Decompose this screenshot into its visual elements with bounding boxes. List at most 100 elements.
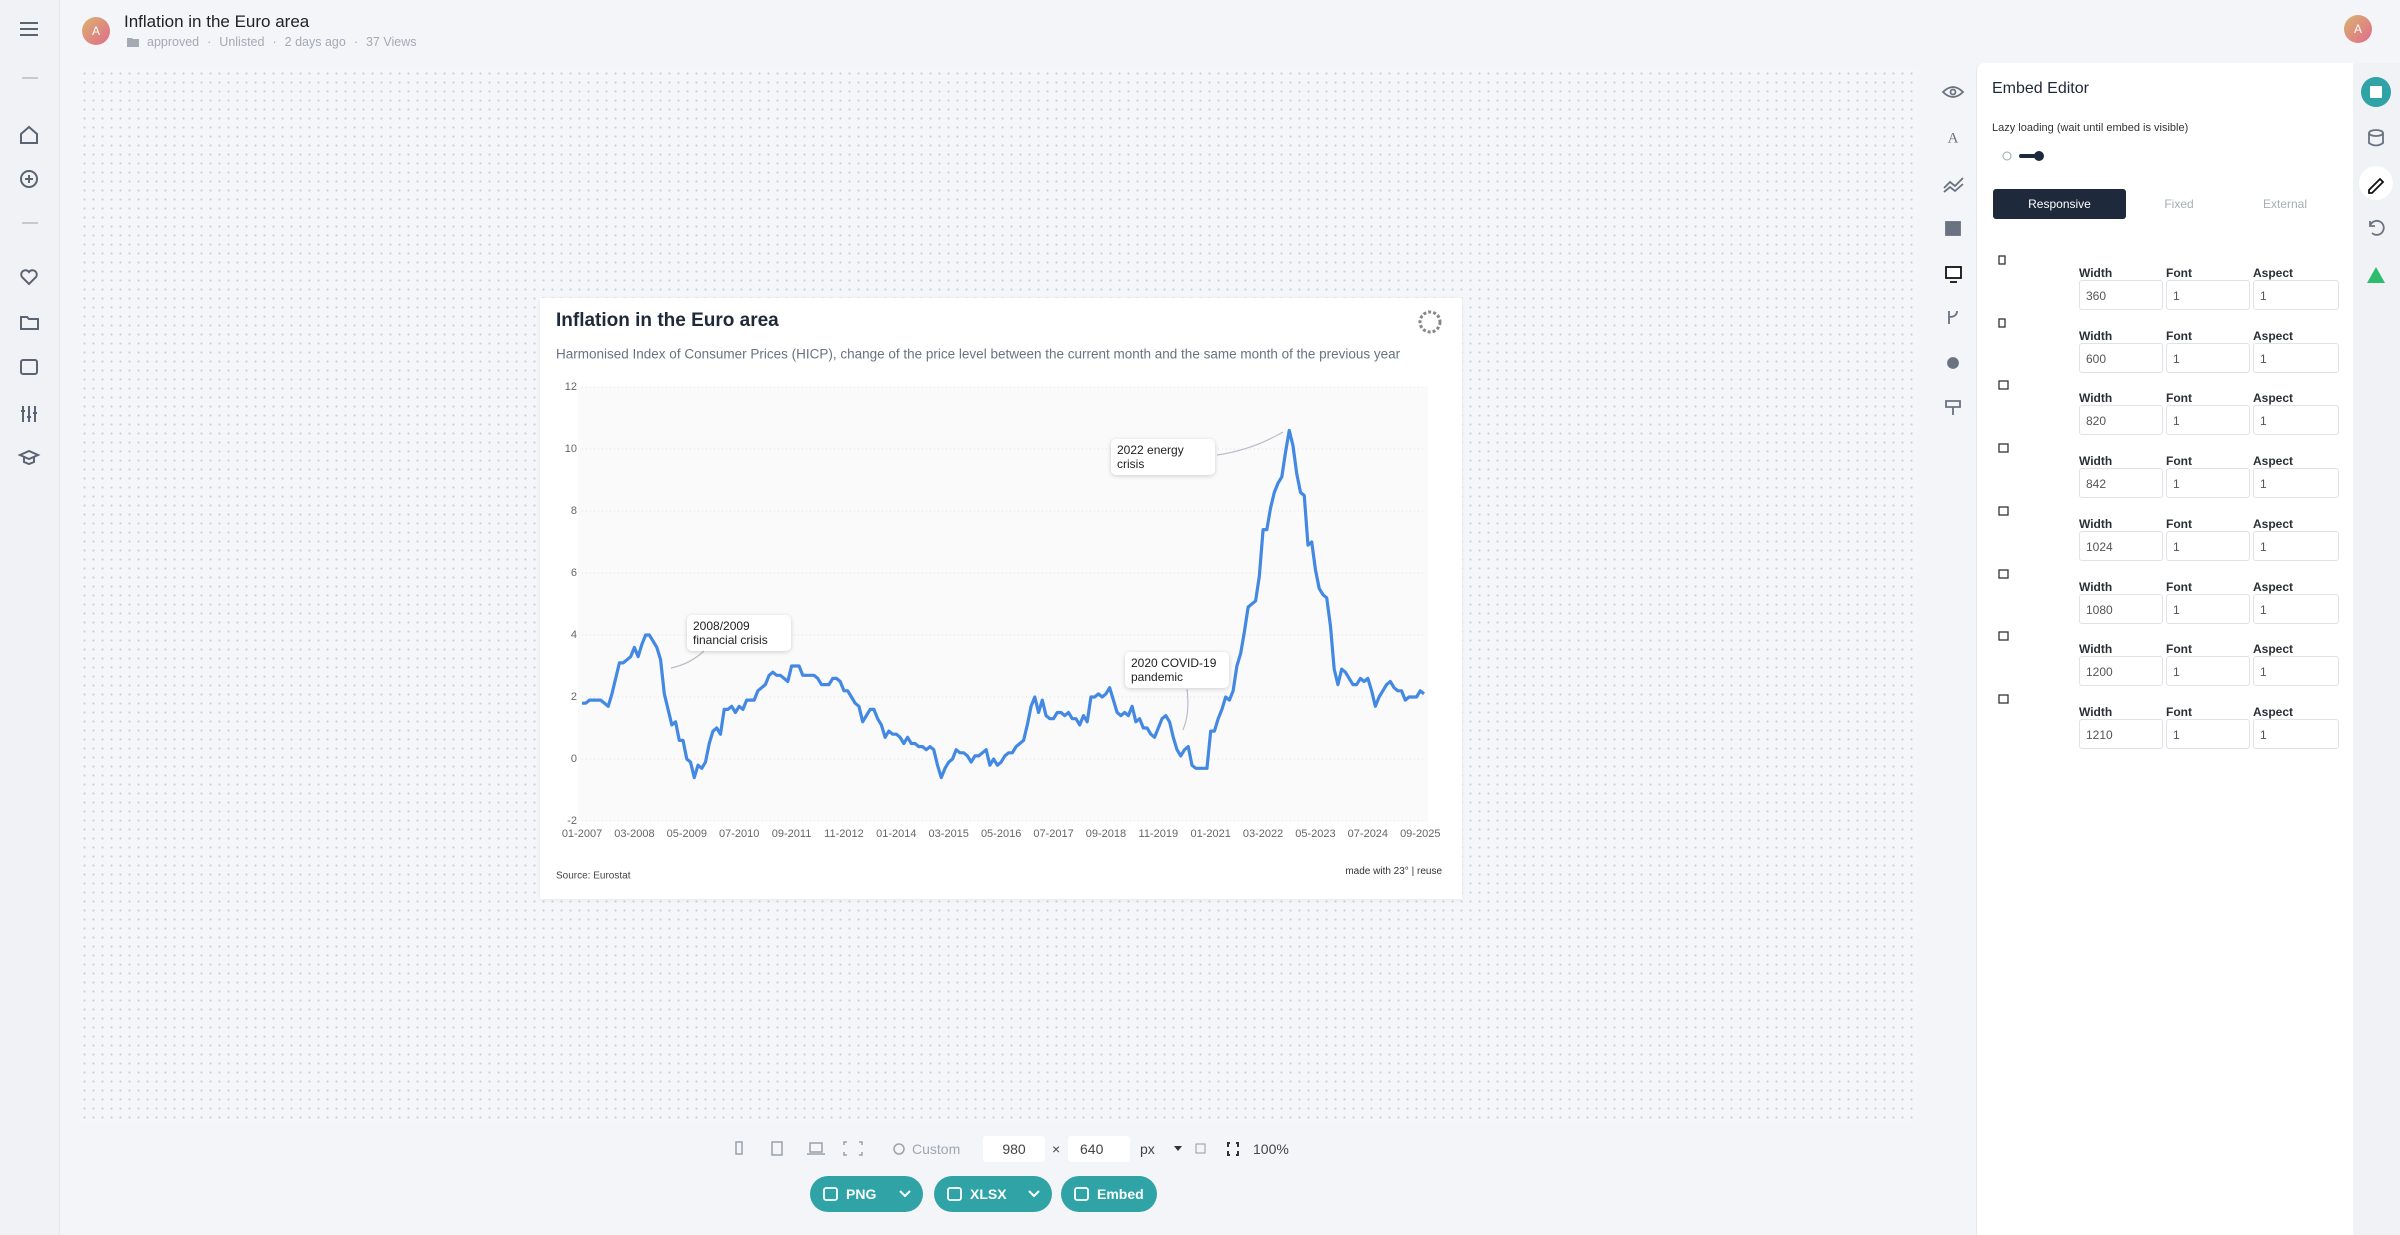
home-icon[interactable]: [20, 125, 38, 144]
breakpoint-input[interactable]: 1: [2253, 405, 2339, 436]
undo-icon[interactable]: [2369, 219, 2385, 236]
table-icon[interactable]: [1945, 221, 1961, 236]
folder-icon[interactable]: [20, 316, 39, 330]
breakpoint-input[interactable]: 1: [2166, 342, 2250, 373]
reuse-link[interactable]: reuse: [1417, 866, 1442, 877]
new-icon[interactable]: [20, 170, 38, 188]
breakpoint-input[interactable]: 1: [2166, 468, 2250, 499]
button-icon: [947, 1187, 962, 1201]
favorites-icon[interactable]: [20, 269, 38, 286]
lazy-toggle[interactable]: [1999, 146, 2049, 166]
breakpoint-input[interactable]: 1: [2166, 405, 2250, 436]
unit-caret[interactable]: [1174, 1146, 1182, 1151]
export-button[interactable]: XLSX: [934, 1176, 1052, 1212]
plot-area: [578, 387, 1428, 821]
device-icons: [735, 1141, 905, 1156]
views: 37 Views: [365, 35, 417, 49]
breakpoint-input[interactable]: 1: [2253, 468, 2339, 499]
annotation-arrow: [1182, 688, 1189, 731]
times: ×: [1052, 1141, 1061, 1157]
learn-icon[interactable]: [17, 449, 41, 466]
mobile[interactable]: [735, 1141, 743, 1155]
breakpoint-input[interactable]: 1080: [2079, 593, 2163, 624]
x-tick-label: 01-2007: [562, 828, 602, 840]
x-tick-label: 07-2010: [719, 828, 759, 840]
breakpoint-input[interactable]: 1: [2253, 280, 2339, 310]
zoom[interactable]: 100%: [1253, 1141, 1289, 1157]
breakpoint-input[interactable]: 820: [2079, 405, 2163, 436]
breakpoint-input[interactable]: 1: [2166, 593, 2250, 624]
breakpoint-input[interactable]: 1: [2166, 656, 2250, 687]
embed-icon[interactable]: [1945, 266, 1962, 279]
breakpoint-input[interactable]: 1: [2253, 530, 2339, 561]
publish-icon[interactable]: [2367, 267, 2385, 283]
tabs: Responsive Fixed External: [1993, 189, 2338, 219]
chart-subtitle: Harmonised Index of Consumer Prices (HIC…: [556, 347, 1401, 362]
chart-title: Inflation in the Euro area: [556, 310, 779, 331]
breakpoint-input[interactable]: 1: [2166, 718, 2250, 749]
breakpoint-input[interactable]: 1: [2166, 280, 2250, 310]
chart: Inflation in the Euro area Harmonised In…: [556, 310, 1442, 882]
breakpoint-input[interactable]: 1: [2253, 718, 2339, 749]
tab[interactable]: External: [2262, 197, 2308, 211]
breakpoint-input[interactable]: 1: [2253, 593, 2339, 624]
branch-icon[interactable]: [1948, 310, 1958, 324]
preset[interactable]: Custom: [912, 1141, 961, 1157]
width-input[interactable]: 980: [983, 1136, 1045, 1162]
icon-shape: [947, 1187, 962, 1201]
button-icon: [823, 1187, 838, 1201]
breakpoint-input[interactable]: 1: [2166, 530, 2250, 561]
y-tick-label: 4: [571, 629, 577, 641]
button-icon: [1074, 1187, 1089, 1201]
data-icon[interactable]: [2368, 129, 2384, 137]
avatar[interactable]: A: [82, 17, 110, 45]
tab[interactable]: Responsive: [1993, 189, 2126, 219]
dropdown-caret[interactable]: [899, 1189, 911, 1199]
settings-icon[interactable]: [21, 406, 37, 422]
device-icon: [1998, 694, 2009, 704]
export-button[interactable]: PNG: [810, 1176, 923, 1212]
device-shape: [1998, 568, 2009, 579]
device-shape: [1998, 380, 2009, 391]
y-tick-label: 6: [571, 567, 577, 579]
y-tick-label: 8: [571, 505, 577, 517]
dot: ·: [272, 35, 277, 49]
breakpoint-input[interactable]: 1210: [2079, 718, 2163, 749]
breakpoint-input[interactable]: 1: [2253, 342, 2339, 373]
tab[interactable]: Fixed: [2164, 197, 2194, 211]
height-input[interactable]: 640: [1068, 1136, 1130, 1162]
settings-icon[interactable]: [1947, 357, 1959, 369]
menu-icon[interactable]: [20, 22, 38, 36]
style-icon[interactable]: [1945, 400, 1961, 415]
text-icon[interactable]: A: [1948, 130, 1959, 146]
breakpoint-input[interactable]: 1024: [2079, 530, 2163, 561]
breakpoint-input[interactable]: 600: [2079, 342, 2163, 373]
custom-icon: [893, 1143, 905, 1155]
tablet[interactable]: [771, 1141, 783, 1156]
breakpoint-input[interactable]: 842: [2079, 468, 2163, 499]
embed-editor: Embed Editor Lazy loading (wait until em…: [1976, 63, 2353, 1235]
device-icon: [1998, 318, 2006, 328]
panel-title: Embed Editor: [1992, 80, 2089, 97]
x-tick-label: 07-2017: [1033, 828, 1073, 840]
chart-type-icon[interactable]: [1943, 177, 1964, 193]
right-strip: [2353, 63, 2400, 1235]
caret-shape: [1028, 1190, 1040, 1198]
breakpoint-input[interactable]: 360: [2079, 280, 2163, 310]
breakpoint-input[interactable]: 1: [2253, 656, 2339, 687]
breakpoint-input[interactable]: 1200: [2079, 656, 2163, 687]
lazy-label: Lazy loading (wait until embed is visibl…: [1992, 122, 2189, 134]
user-avatar[interactable]: A: [2344, 15, 2372, 43]
button-label: Embed: [1097, 1186, 1144, 1202]
export-button[interactable]: Embed: [1061, 1176, 1157, 1212]
credit-line: made with 23° | reuse: [1345, 866, 1442, 877]
images-icon[interactable]: [20, 359, 38, 375]
preview-icon[interactable]: [1941, 86, 1965, 98]
lock[interactable]: [1195, 1143, 1206, 1154]
desktop[interactable]: [807, 1142, 825, 1155]
fit[interactable]: [1227, 1142, 1239, 1156]
dropdown-caret[interactable]: [1028, 1189, 1040, 1199]
unit[interactable]: px: [1140, 1141, 1155, 1157]
fullscreen[interactable]: [843, 1141, 863, 1156]
